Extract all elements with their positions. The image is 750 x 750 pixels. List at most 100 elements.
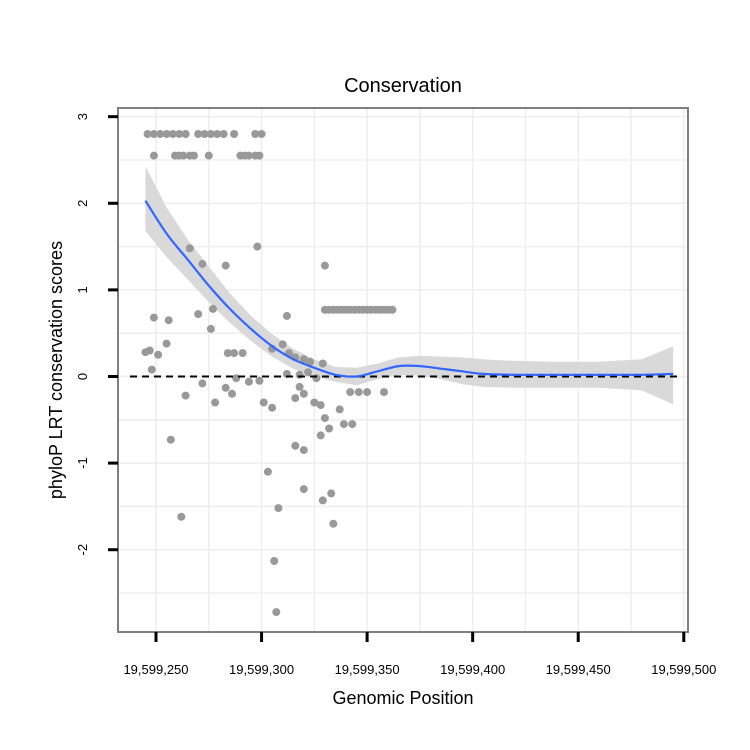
data-point [181,391,190,400]
data-point [253,242,262,251]
plot-border [117,107,689,633]
data-point [339,420,348,429]
data-point [230,349,239,358]
data-point [304,368,312,377]
data-point [221,261,230,270]
data-point [228,389,236,398]
data-point [348,420,357,429]
y-tick-label: -1 [75,457,90,469]
data-point [259,398,268,407]
data-point [198,379,207,388]
data-point [299,485,308,494]
data-point [274,504,283,513]
data-point [149,130,158,138]
data-point [223,349,232,358]
data-point [181,130,190,138]
y-tick-label: -2 [75,544,90,556]
data-point [263,467,272,476]
y-tick-label: 3 [75,113,90,120]
x-tick-label: 19,599,300 [229,662,294,677]
x-tick-label: 19,599,400 [440,662,505,677]
y-axis-label: phyloP LRT conservation scores [46,241,66,499]
data-point [206,130,215,138]
data-point [219,130,228,138]
data-point [177,512,186,521]
data-point [162,339,171,348]
y-tick-label: 0 [75,373,90,380]
data-point [306,357,315,366]
data-point [291,441,300,450]
data-point [346,388,355,397]
y-tick-label: 1 [75,286,90,293]
data-point [257,130,266,138]
data-point [221,383,230,392]
data-point [380,388,388,397]
data-point [299,389,308,398]
data-point [278,340,287,349]
data-point [147,365,156,374]
data-point [282,311,291,320]
data-point [270,557,279,565]
data-point [272,608,281,617]
data-point [179,151,188,160]
data-point [244,377,253,386]
data-point [299,355,308,364]
data-point [251,130,260,138]
data-point [327,489,336,498]
data-point [156,130,165,138]
x-axis-label: Genomic Position [332,688,473,708]
data-point [255,376,264,385]
data-point [335,405,344,414]
data-point [166,435,175,444]
data-point [238,349,247,358]
data-point [230,130,239,138]
data-point [200,130,209,138]
data-point [316,401,325,410]
confidence-ribbon [145,166,674,405]
x-tick-label: 19,599,350 [335,662,400,677]
data-point [232,374,241,383]
smooth-trend-line [144,200,674,378]
data-point [154,350,163,359]
data-point [204,151,213,160]
x-axis: 19,599,250 19,599,300 19,599,350 19,599,400… [123,632,716,677]
data-point [162,130,171,138]
data-point [320,414,329,423]
data-point [268,403,277,412]
x-tick-label: 19,599,500 [651,662,716,677]
data-point [295,382,304,391]
data-point [312,374,321,383]
y-tick-label: 2 [75,200,90,207]
data-point [316,431,325,440]
data-point [299,446,308,455]
data-point [388,305,397,314]
data-point [291,394,300,403]
y-axis: -2 -1 0 1 2 3 [75,113,118,555]
data-point [320,261,329,270]
x-tick-label: 19,599,450 [546,662,611,677]
data-point [318,496,327,505]
data-point [310,398,319,407]
data-point [244,151,253,160]
data-point [175,130,184,138]
data-point [329,519,338,528]
data-point [145,346,154,355]
data-point [325,424,334,433]
data-point [206,324,215,333]
data-point [211,398,220,407]
data-point [363,388,372,397]
chart-title: Conservation [344,75,462,97]
data-point [295,370,304,379]
data-point [168,130,177,138]
data-point [213,130,222,138]
data-point [255,151,264,160]
data-point [190,151,198,160]
data-point [149,313,158,322]
x-tick-label: 19,599,250 [123,662,188,677]
data-point [143,130,152,138]
data-point [164,316,173,325]
data-point [318,359,327,368]
data-point [198,259,207,268]
data-point [185,244,194,253]
